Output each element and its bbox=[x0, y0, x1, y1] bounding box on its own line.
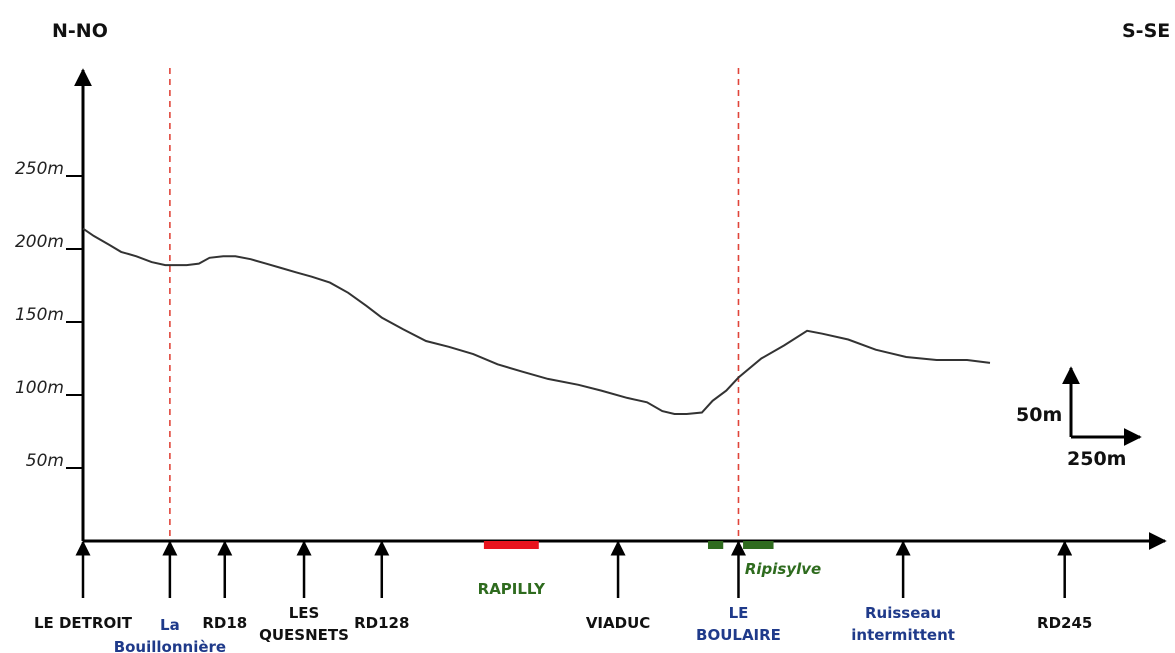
y-tick-label: 150m bbox=[15, 305, 64, 325]
la-bouillonniere-label: La bbox=[160, 616, 180, 634]
les-quesnets-label: LES bbox=[289, 604, 320, 622]
rd245-label: RD245 bbox=[1037, 614, 1092, 632]
la-bouillonniere-label: Bouillonnière bbox=[114, 638, 226, 653]
y-tick-label: 100m bbox=[15, 378, 64, 398]
dashed-marker-lines bbox=[169, 68, 740, 541]
ripisylve-a-bar bbox=[707, 541, 724, 549]
ripisylve-b-label: Ripisylve bbox=[745, 560, 821, 578]
le-detroit-label: LE DETROIT bbox=[34, 614, 133, 632]
rd18-label: RD18 bbox=[202, 614, 247, 632]
ruisseau-intermittent-label: intermittent bbox=[851, 626, 955, 644]
y-tick-group: 50m 100m 150m 200m 250m bbox=[15, 159, 83, 471]
rapilly-bar bbox=[483, 541, 539, 549]
y-tick-label: 50m bbox=[26, 451, 64, 471]
les-quesnets-label: QUESNETS bbox=[259, 626, 349, 644]
y-tick-label: 200m bbox=[15, 232, 64, 252]
scale-horizontal-label: 250m bbox=[1067, 448, 1126, 470]
location-markers: LE DETROIT La Bouillonnière RD18 LES QUESNETS… bbox=[34, 540, 1092, 653]
y-tick-label: 250m bbox=[15, 159, 64, 179]
direction-left-label: N-NO bbox=[52, 20, 108, 42]
viaduc-label: VIADUC bbox=[586, 614, 650, 632]
range-bars: RAPILLY Ripisylve bbox=[478, 541, 821, 598]
direction-right-label: S-SE bbox=[1122, 20, 1170, 42]
ripisylve-b-bar bbox=[743, 541, 774, 549]
scale-vertical-label: 50m bbox=[1016, 404, 1062, 426]
scale-bar: 50m 250m bbox=[1016, 366, 1142, 470]
le-boulaire-label: BOULAIRE bbox=[696, 626, 781, 644]
elevation-profile-line bbox=[82, 227, 991, 415]
le-boulaire-label: LE bbox=[729, 604, 749, 622]
rapilly-label: RAPILLY bbox=[478, 580, 547, 598]
ruisseau-intermittent-label: Ruisseau bbox=[865, 604, 941, 622]
rd128-label: RD128 bbox=[354, 614, 409, 632]
